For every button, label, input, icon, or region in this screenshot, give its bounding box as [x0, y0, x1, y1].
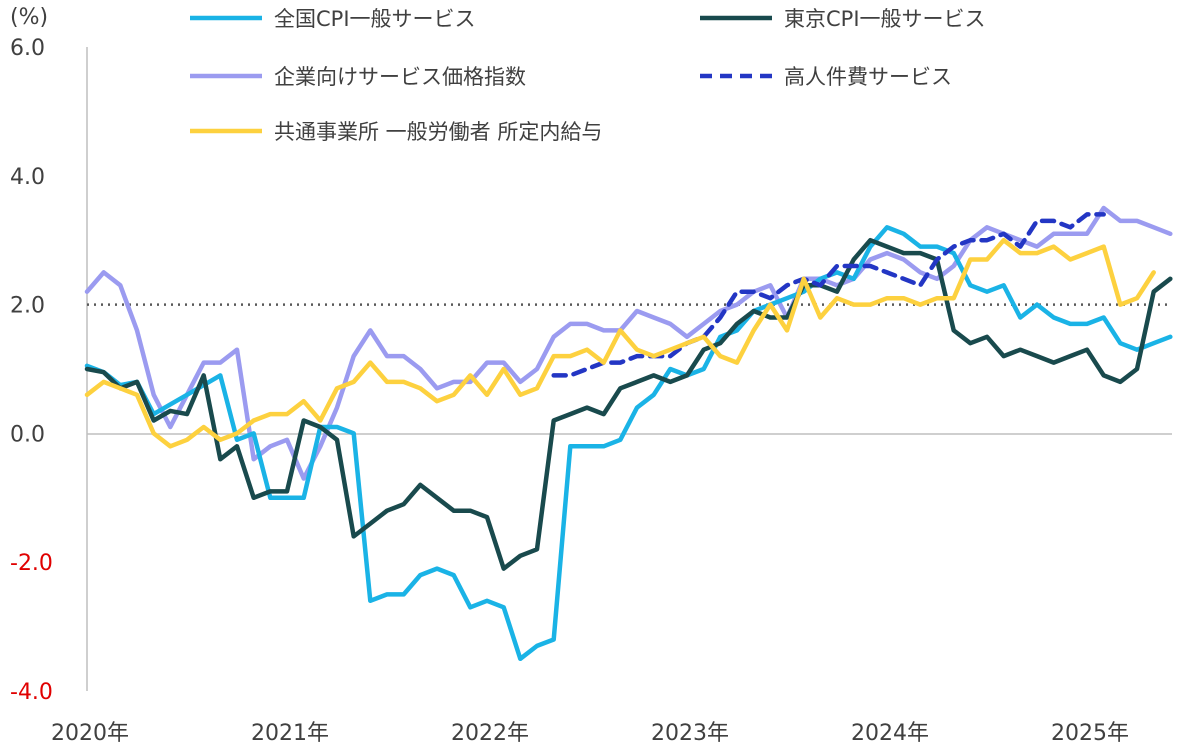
y-tick-label: -4.0 [10, 680, 53, 705]
series-line [84, 225, 1173, 662]
x-tick-label: 2021年 [251, 721, 329, 746]
legend-label: 高人件費サービス [784, 65, 952, 89]
unit-label: (%) [10, 5, 48, 30]
x-tick-label: 2020年 [51, 721, 129, 746]
x-tick-label: 2025年 [1051, 721, 1129, 746]
y-tick-label: 2.0 [10, 294, 45, 319]
series-layer [84, 205, 1173, 662]
legend-label: 共通事業所 一般労働者 所定内給与 [274, 120, 602, 144]
y-tick-label: 4.0 [10, 165, 45, 190]
x-axis-ticks: 2020年 2021年 2022年 2023年 2024年 2025年 [51, 721, 1129, 746]
y-tick-label: 6.0 [10, 36, 45, 61]
x-tick-label: 2023年 [651, 721, 729, 746]
legend-label: 東京CPI一般サービス [784, 7, 986, 31]
series-line [84, 205, 1173, 481]
series-line [84, 237, 1156, 449]
legend-label: 全国CPI一般サービス [274, 7, 476, 31]
series-line [551, 212, 1106, 378]
legend-label: 企業向けサービス価格指数 [274, 65, 526, 89]
x-tick-label: 2024年 [851, 721, 929, 746]
x-tick-label: 2022年 [451, 721, 529, 746]
y-tick-label: -2.0 [10, 551, 53, 576]
y-tick-label: 0.0 [10, 422, 45, 447]
y-axis-ticks: 6.0 4.0 2.0 0.0 -2.0 -4.0 [10, 36, 53, 705]
series-line [84, 237, 1173, 571]
